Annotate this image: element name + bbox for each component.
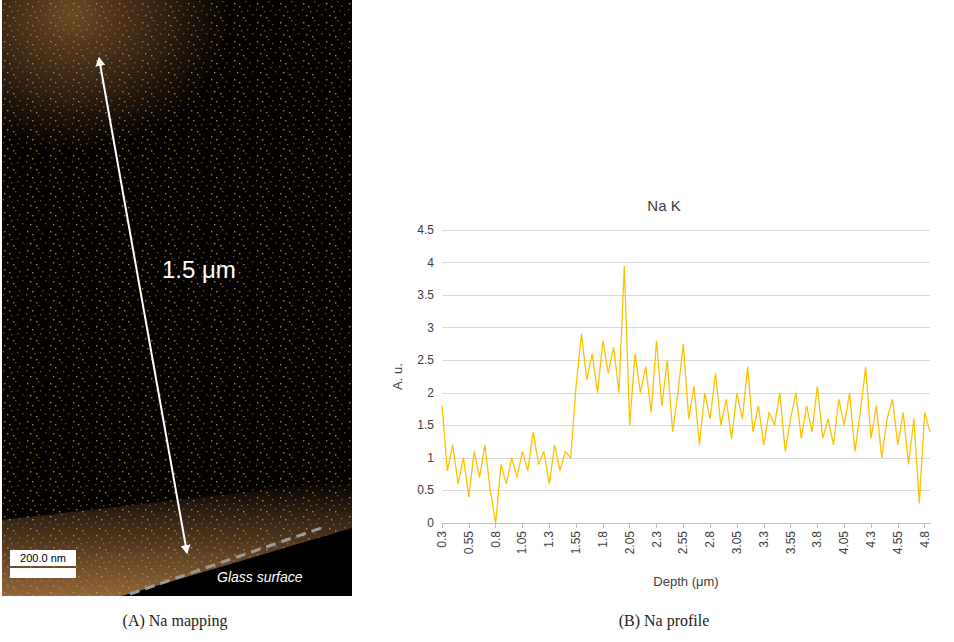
svg-text:4: 4	[427, 256, 434, 270]
svg-text:1.55: 1.55	[569, 531, 583, 555]
svg-text:2.05: 2.05	[623, 531, 637, 555]
svg-text:0.55: 0.55	[462, 531, 476, 555]
svg-text:1: 1	[427, 451, 434, 465]
svg-text:2: 2	[427, 386, 434, 400]
svg-text:3: 3	[427, 321, 434, 335]
svg-text:4.05: 4.05	[837, 531, 851, 555]
svg-text:2.3: 2.3	[650, 531, 664, 548]
svg-text:2.55: 2.55	[676, 531, 690, 555]
svg-text:1.8: 1.8	[596, 531, 610, 548]
svg-text:0: 0	[427, 516, 434, 530]
svg-text:A. u.: A. u.	[390, 363, 405, 390]
html-text:(A) Na mapping: (A) Na mapping	[122, 612, 228, 629]
svg-text:4.8: 4.8	[918, 531, 932, 548]
svg-text:1.5 μm: 1.5 μm	[162, 256, 236, 283]
svg-text:200.0 nm: 200.0 nm	[20, 552, 66, 564]
svg-text:2.8: 2.8	[703, 531, 717, 548]
svg-text:2.5: 2.5	[417, 353, 434, 367]
svg-text:3.5: 3.5	[417, 288, 434, 302]
html-text:(B) Na profile: (B) Na profile	[618, 612, 710, 629]
svg-text:Na K: Na K	[647, 197, 680, 214]
svg-text:Depth (μm): Depth (μm)	[653, 574, 718, 589]
svg-text:4.55: 4.55	[891, 531, 905, 555]
svg-text:3.55: 3.55	[784, 531, 798, 555]
svg-text:0.3: 0.3	[435, 531, 449, 548]
svg-text:3.8: 3.8	[810, 531, 824, 548]
svg-text:4.5: 4.5	[417, 223, 434, 237]
svg-text:3.05: 3.05	[730, 531, 744, 555]
svg-text:1.3: 1.3	[542, 531, 556, 548]
svg-text:0.8: 0.8	[489, 531, 503, 548]
svg-text:4.3: 4.3	[864, 531, 878, 548]
svg-text:1.05: 1.05	[515, 531, 529, 555]
svg-text:1.5: 1.5	[417, 418, 434, 432]
svg-text:Glass surface: Glass surface	[217, 569, 303, 585]
svg-text:0.5: 0.5	[417, 483, 434, 497]
svg-text:3.3: 3.3	[757, 531, 771, 548]
